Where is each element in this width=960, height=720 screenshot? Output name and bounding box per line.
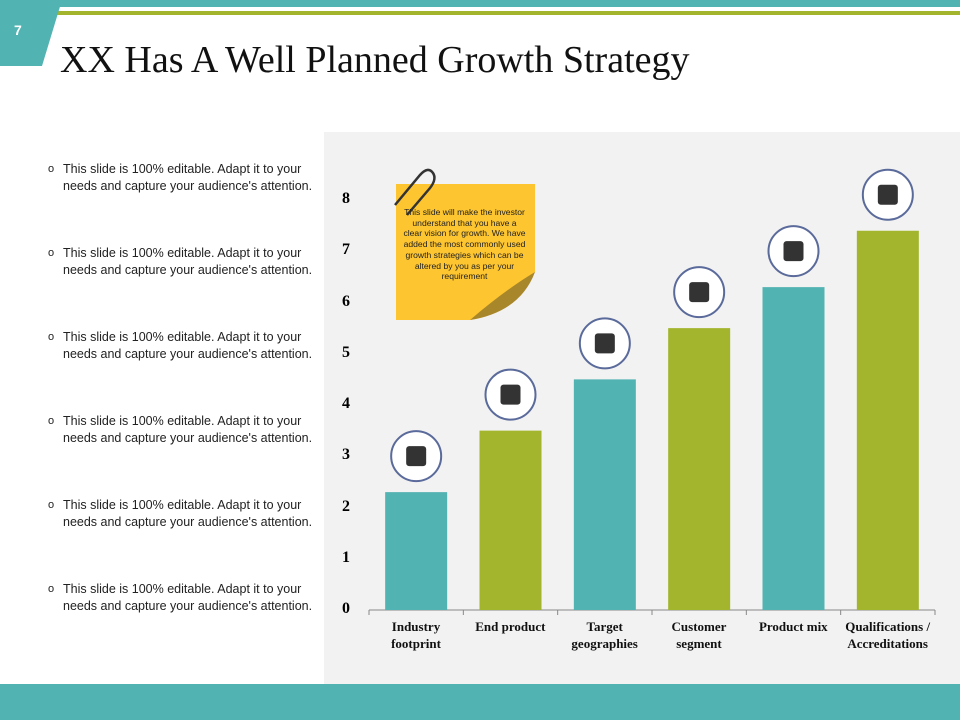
y-tick-label: 3 — [342, 446, 350, 464]
note-text: This slide will make the investor unders… — [403, 207, 526, 282]
top-line — [40, 11, 960, 15]
chart-title: XX Has A Well Planned Growth Strategy — [60, 39, 690, 81]
y-tick-label: 7 — [342, 241, 350, 259]
bullet-text: This slide is 100% editable. Adapt it to… — [48, 413, 333, 446]
y-tick-label: 4 — [342, 395, 350, 412]
bullet-text: This slide is 100% editable. Adapt it to… — [48, 245, 333, 278]
bar — [762, 287, 825, 610]
bar — [573, 379, 636, 610]
x-tick-label: Industry footprint — [391, 619, 441, 651]
y-tick-label: 0 — [342, 600, 350, 617]
icon — [783, 241, 804, 262]
number-tab — [0, 0, 62, 66]
bar — [479, 430, 542, 610]
bottom-band — [0, 684, 960, 720]
x-tick-label: Qualifications / Accreditations — [845, 619, 931, 651]
y-tick-label: 2 — [342, 497, 350, 515]
y-tick-label: 5 — [342, 343, 350, 361]
bar — [856, 230, 919, 610]
x-tick-label: End product — [475, 619, 546, 634]
y-tick-label: 8 — [342, 190, 350, 207]
top-band — [0, 0, 960, 7]
x-tick-label: Target geographies — [571, 619, 638, 651]
x-tick-label: Product mix — [758, 619, 828, 634]
icon — [877, 184, 898, 205]
icon — [594, 333, 615, 354]
bullet-text: This slide is 100% editable. Adapt it to… — [48, 497, 333, 530]
bar — [385, 492, 448, 610]
icon — [406, 446, 427, 467]
icon — [500, 384, 521, 405]
slide-number: 7 — [14, 22, 22, 38]
icon — [689, 282, 710, 303]
x-tick-label: Customer segment — [671, 619, 727, 651]
bullet-text: This slide is 100% editable. Adapt it to… — [48, 329, 333, 362]
bullet-text: This slide is 100% editable. Adapt it to… — [48, 581, 333, 614]
sticky-note — [394, 168, 535, 320]
y-tick-label: 1 — [342, 548, 350, 566]
bar — [668, 328, 731, 610]
y-tick-label: 6 — [342, 292, 350, 310]
bullet-text: This slide is 100% editable. Adapt it to… — [48, 161, 333, 194]
